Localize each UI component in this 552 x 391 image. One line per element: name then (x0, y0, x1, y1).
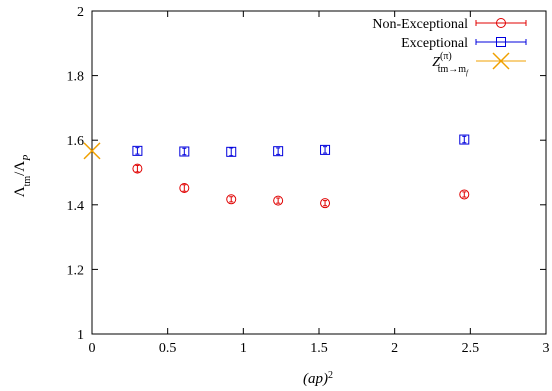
x-tick-label: 0 (89, 341, 96, 356)
legend-label-z-tm: Z(π) tm→mf (432, 51, 469, 77)
chart-marks (83, 134, 470, 209)
x-tick-label: 2.5 (462, 341, 480, 356)
data-point (273, 146, 284, 157)
x-tick-label: 2 (391, 341, 398, 356)
series-square (132, 134, 470, 157)
data-point (179, 146, 190, 157)
series-circle (132, 163, 470, 209)
data-point (132, 163, 143, 174)
y-tick-label: 1.8 (67, 70, 85, 85)
x-axis-label: (ap)2 (303, 370, 333, 388)
legend-marker (496, 18, 506, 28)
data-point (226, 194, 237, 205)
cross-stroke (83, 142, 101, 160)
y-axis-label: Λtm/ΛP (12, 155, 33, 198)
legend-marker (492, 52, 510, 70)
data-point (459, 189, 470, 200)
plot-border (91, 10, 547, 335)
data-point (83, 142, 101, 160)
data-point (273, 195, 284, 206)
y-tick-label: 1 (77, 328, 84, 343)
legend: Non-Exceptional Exceptional Z(π) tm→mf (372, 17, 527, 77)
x-tick-label: 1.5 (310, 341, 328, 356)
data-point (459, 134, 470, 145)
y-tick-label: 1.4 (67, 199, 85, 214)
data-point (320, 144, 331, 155)
cross-stroke (492, 52, 510, 70)
y-tick-label: 2 (77, 5, 84, 20)
axis-ticks: 0 0.5 1 1.5 2 2.5 3 1 1.2 1.4 1.6 1.8 2 (67, 5, 550, 356)
data-point (179, 183, 190, 194)
legend-marker (496, 37, 506, 47)
x-tick-label: 1 (240, 341, 247, 356)
data-point (132, 145, 143, 156)
series-cross (83, 142, 101, 160)
plot-frame (91, 10, 547, 335)
x-tick-label: 3 (543, 341, 550, 356)
y-tick-label: 1.6 (67, 134, 85, 149)
data-point (320, 198, 331, 209)
legend-label-non-exceptional: Non-Exceptional (372, 17, 468, 32)
legend-markers (475, 18, 527, 70)
data-point (226, 146, 237, 157)
legend-label-exceptional: Exceptional (401, 36, 468, 51)
y-tick-label: 1.2 (67, 263, 85, 278)
x-tick-label: 0.5 (159, 341, 177, 356)
